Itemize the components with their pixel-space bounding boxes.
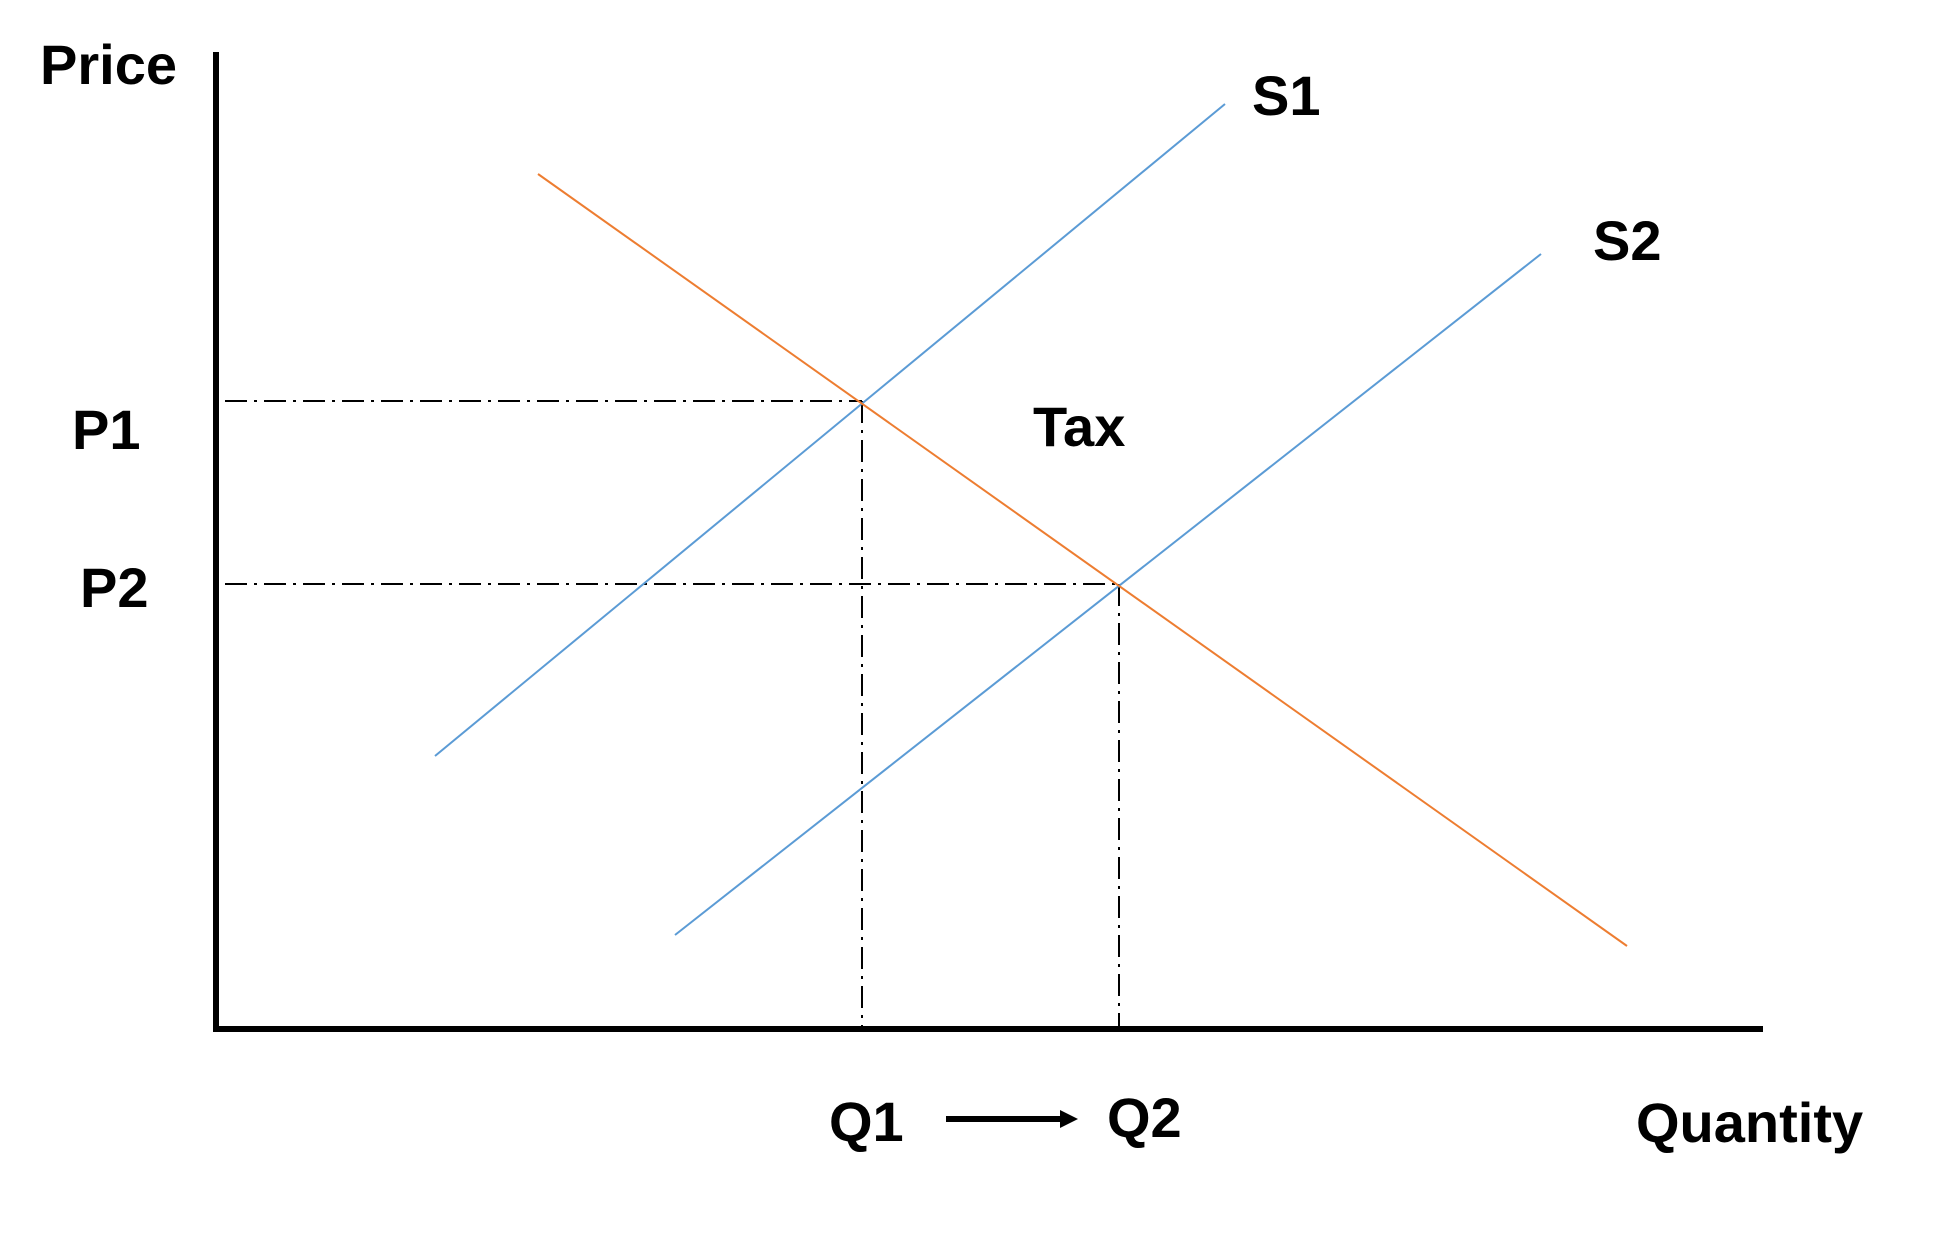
s2-label: S2 [1593, 209, 1662, 272]
q2-label: Q2 [1107, 1086, 1182, 1149]
supply-curve-s1 [434, 103, 1226, 757]
supply-curve-s2 [674, 253, 1542, 936]
shift-arrow-head [1060, 1110, 1078, 1128]
x-axis-label: Quantity [1636, 1091, 1863, 1154]
s1-label: S1 [1252, 64, 1321, 127]
q1-label: Q1 [829, 1090, 904, 1153]
p1-label: P1 [72, 398, 141, 461]
y-axis-label: Price [40, 33, 177, 96]
tax-label: Tax [1033, 395, 1125, 458]
demand-curve [537, 173, 1628, 947]
p2-label: P2 [80, 556, 149, 619]
